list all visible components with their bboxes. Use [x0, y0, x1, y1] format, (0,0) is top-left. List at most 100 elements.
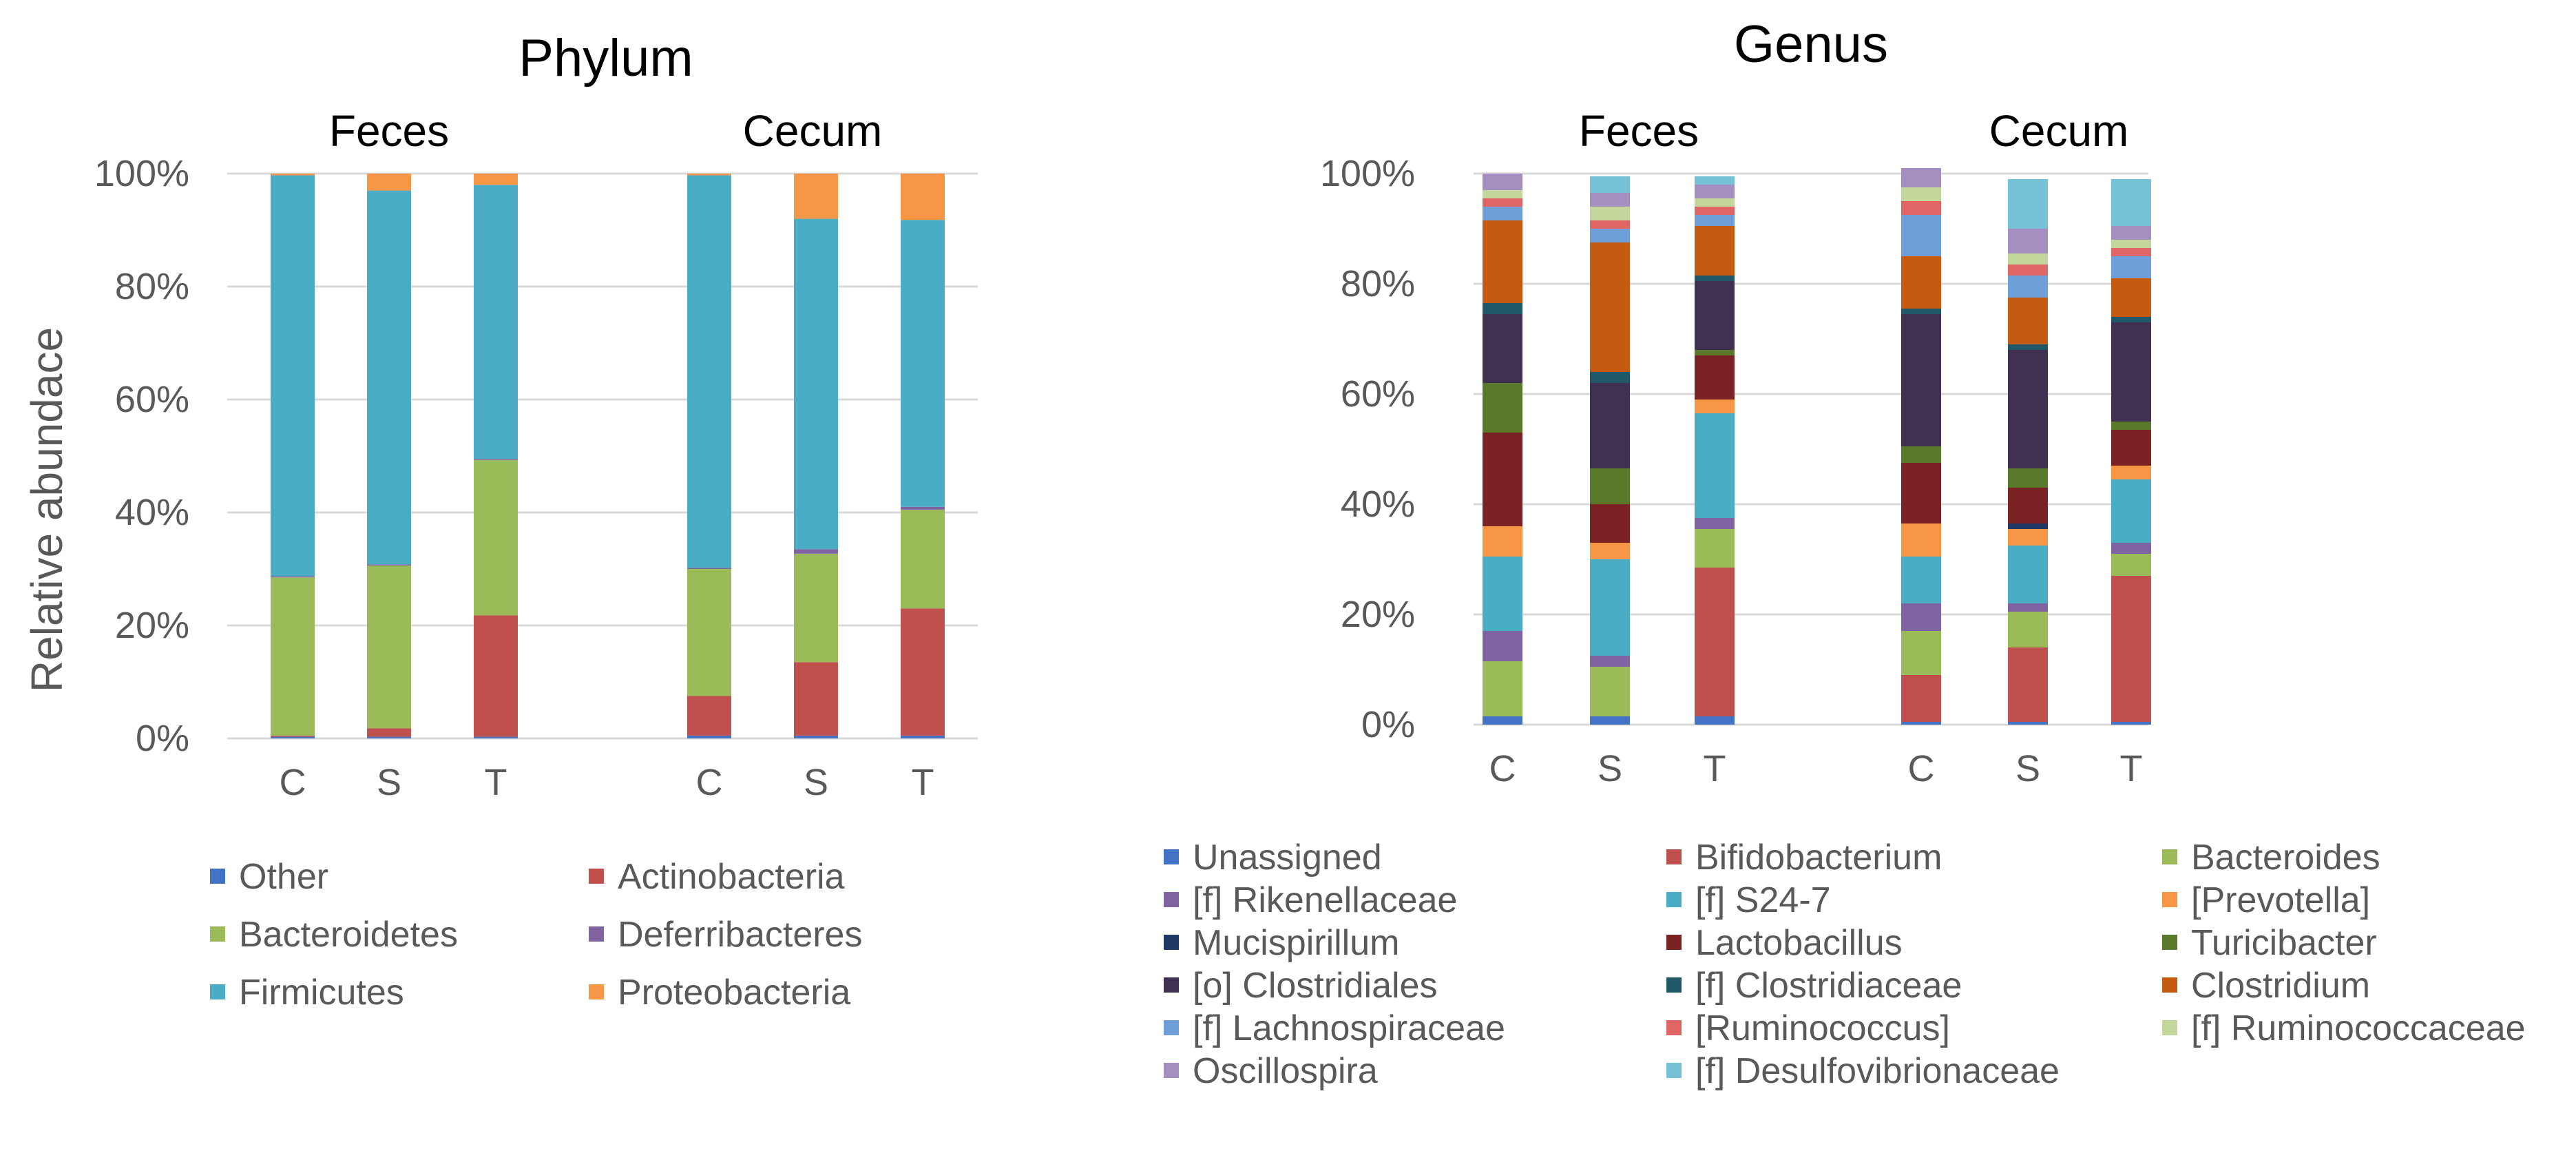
genus-bar-segment — [1901, 168, 1941, 187]
genus-legend-swatch — [1666, 849, 1682, 864]
genus-bar-segment — [2111, 722, 2151, 725]
genus-bar-segment — [2111, 179, 2151, 226]
genus-bar-segment — [1695, 413, 1735, 518]
genus-bar-segment — [2008, 523, 2048, 529]
genus-legend-swatch — [1164, 1063, 1179, 1078]
phylum-bar-segment — [367, 190, 411, 565]
genus-bar-segment — [1695, 176, 1735, 185]
genus-x-tick-label: S — [1598, 748, 1622, 789]
genus-legend-label: [f] Rikenellaceae — [1193, 880, 1457, 920]
genus-bar-segment — [2008, 265, 2048, 276]
genus-x-tick-label: T — [1704, 748, 1726, 789]
genus-bar-segment — [2008, 529, 2048, 546]
genus-legend-swatch — [2162, 892, 2177, 907]
genus-bar-segment — [1483, 661, 1522, 716]
genus-x-tick-label: T — [2120, 748, 2143, 789]
genus-legend-label: Turicibacter — [2191, 923, 2377, 963]
genus-y-tick-label: 100% — [1320, 153, 1415, 194]
phylum-bar-segment — [367, 728, 411, 737]
phylum-bar-segment — [901, 220, 945, 507]
phylum-x-tick-label: T — [485, 762, 507, 803]
phylum-legend-swatch — [589, 926, 604, 942]
genus-bar-segment — [1590, 559, 1630, 656]
genus-bar-segment — [1590, 242, 1630, 372]
genus-legend-swatch — [1666, 935, 1682, 950]
phylum-bar-segment — [367, 736, 411, 738]
phylum-panel: Phylum Feces Cecum Relative abundace 0% 2… — [22, 29, 978, 1013]
genus-legend-label: Unassigned — [1193, 838, 1382, 878]
genus-bar-segment — [2111, 422, 2151, 430]
genus-legend-label: [f] Ruminococcaceae — [2191, 1008, 2526, 1048]
genus-legend-swatch — [1164, 849, 1179, 864]
phylum-group-cecum-label: Cecum — [743, 106, 883, 156]
genus-panel: Genus Feces Cecum 0% 20% 40% 60% 80% 100% C S T C… — [1164, 15, 2526, 1091]
genus-bar-segment — [1483, 198, 1522, 207]
phylum-y-tick-label: 40% — [115, 492, 189, 533]
genus-legend-swatch — [1666, 1020, 1682, 1035]
genus-x-tick-label: C — [1489, 748, 1516, 789]
genus-bar-segment — [1483, 716, 1522, 725]
phylum-group-feces-label: Feces — [329, 106, 449, 156]
genus-legend-label: [f] Desulfovibrionaceae — [1695, 1051, 2060, 1091]
genus-bar-segment — [2008, 488, 2048, 523]
genus-bar-segment — [1901, 446, 1941, 463]
genus-bar-segment — [1901, 631, 1941, 675]
genus-bar-segment — [1483, 314, 1522, 383]
phylum-bar-segment — [367, 566, 411, 729]
genus-bar-segment — [1483, 433, 1522, 526]
genus-legend-swatch — [1164, 1020, 1179, 1035]
phylum-bar-segment — [794, 662, 838, 736]
genus-y-tick-label: 40% — [1341, 484, 1415, 525]
phylum-legend-swatch — [589, 869, 604, 884]
genus-bar-segment — [2008, 350, 2048, 468]
phylum-bar-segment — [474, 185, 518, 459]
genus-legend-label: [f] Lachnospiraceae — [1193, 1008, 1505, 1048]
genus-legend-label: [f] S24-7 — [1695, 880, 1831, 920]
genus-bar-segment — [1590, 229, 1630, 242]
phylum-bar-segment — [687, 696, 731, 736]
genus-legend-swatch — [1666, 892, 1682, 907]
phylum-y-tick-label: 20% — [115, 605, 189, 646]
genus-y-tick-label: 20% — [1341, 594, 1415, 635]
phylum-bar-segment — [794, 218, 838, 550]
genus-bar-segment — [2008, 468, 2048, 488]
genus-bar-segment — [2111, 554, 2151, 576]
genus-bar-segment — [2111, 430, 2151, 466]
phylum-legend-swatch — [210, 869, 225, 884]
genus-legend-label: Bifidobacterium — [1695, 838, 1942, 878]
genus-bar-segment — [2111, 240, 2151, 248]
genus-legend-swatch — [1164, 935, 1179, 950]
genus-bar-segment — [1901, 722, 1941, 725]
genus-bar-segment — [1483, 557, 1522, 631]
genus-title: Genus — [1734, 15, 1888, 74]
genus-bar-segment — [2008, 344, 2048, 350]
genus-bar-segment — [1901, 314, 1941, 446]
genus-bar-segment — [1483, 383, 1522, 433]
genus-bar-segment — [1695, 198, 1735, 207]
genus-group-feces-label: Feces — [1579, 106, 1699, 156]
genus-legend-swatch — [1164, 977, 1179, 993]
phylum-bar-segment — [901, 509, 945, 609]
genus-bar-segment — [1483, 526, 1522, 557]
phylum-legend-swatch — [210, 926, 225, 942]
genus-bar-segment — [1901, 603, 1941, 631]
genus-bar-segment — [2111, 322, 2151, 422]
genus-bar-segment — [1901, 463, 1941, 523]
phylum-bar-segment — [901, 608, 945, 736]
phylum-bar-segment — [474, 459, 518, 460]
phylum-title: Phylum — [519, 29, 693, 87]
genus-bar-segment — [2008, 229, 2048, 253]
phylum-legend-swatch — [589, 984, 604, 999]
phylum-bar-segment — [687, 569, 731, 696]
genus-bar-segment — [1590, 504, 1630, 543]
genus-bar-segment — [1695, 518, 1735, 529]
genus-bar-segment — [1695, 529, 1735, 568]
genus-bar-segment — [1695, 281, 1735, 350]
genus-y-tick-label: 60% — [1341, 373, 1415, 415]
genus-bar-segment — [2111, 278, 2151, 317]
phylum-legend-swatch — [210, 984, 225, 999]
phylum-bar-segment — [474, 615, 518, 737]
phylum-y-axis-label: Relative abundace — [22, 327, 72, 692]
genus-bar-segment — [1695, 568, 1735, 716]
genus-legend-label: Mucispirillum — [1193, 923, 1399, 963]
